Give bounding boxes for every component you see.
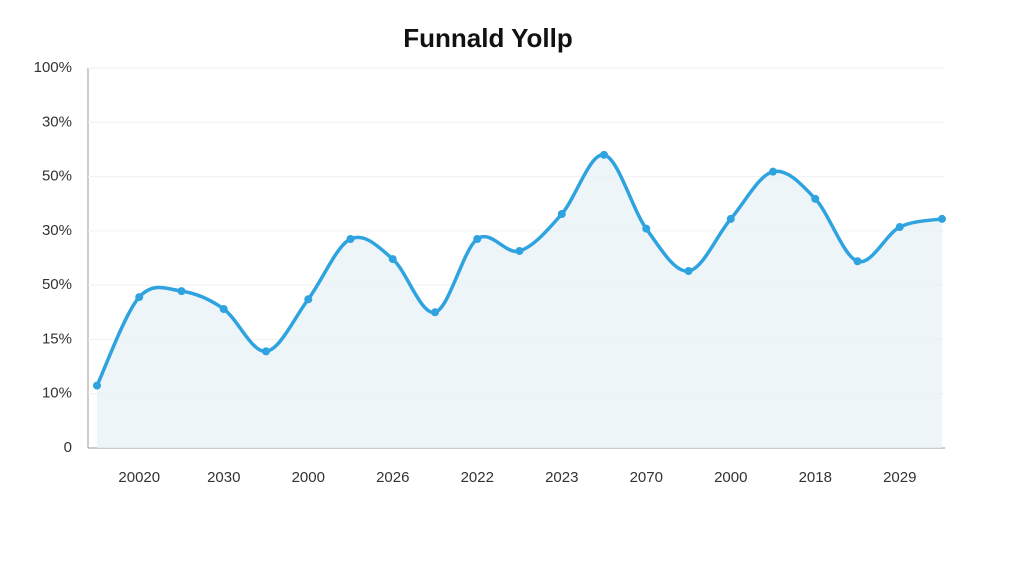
point — [388, 255, 397, 264]
point — [895, 223, 904, 232]
point — [600, 150, 608, 159]
point — [811, 194, 820, 203]
x-tick-label: 2000 — [714, 469, 747, 486]
x-tick-label: 20020 — [118, 469, 160, 486]
y-tick-label: 50% — [42, 168, 72, 185]
point — [684, 267, 693, 276]
y-tick-label: 30% — [42, 222, 72, 239]
point — [473, 235, 482, 243]
point — [177, 287, 186, 296]
point — [642, 224, 651, 233]
x-tick-label: 2022 — [461, 469, 494, 486]
point — [515, 246, 524, 255]
x-tick-label: 2018 — [799, 469, 832, 486]
point — [769, 167, 777, 176]
y-tick-label: 0 — [64, 439, 72, 456]
y-tick-label: 30% — [42, 113, 72, 130]
point — [346, 235, 355, 243]
y-tick-label: 50% — [42, 276, 72, 293]
x-tick-label: 2000 — [292, 469, 325, 486]
x-tick-label: 2030 — [207, 469, 240, 486]
y-tick-label: 15% — [42, 330, 72, 347]
point — [726, 214, 735, 223]
point — [219, 305, 228, 314]
point — [557, 210, 566, 219]
point — [431, 308, 439, 317]
point — [93, 381, 101, 390]
x-tick-label: 2070 — [630, 469, 663, 486]
point — [938, 214, 946, 223]
x-tick-label: 2029 — [883, 469, 916, 486]
y-tick-label: 100% — [34, 59, 72, 76]
point — [135, 293, 144, 302]
x-tick-label: 2023 — [545, 469, 578, 486]
y-tick-label: 10% — [42, 385, 72, 402]
point — [853, 257, 862, 266]
area — [97, 154, 942, 448]
point — [262, 347, 270, 356]
point — [304, 295, 313, 304]
chart-title: Funnald Yollp — [403, 23, 572, 53]
x-tick-label: 2026 — [376, 469, 409, 486]
